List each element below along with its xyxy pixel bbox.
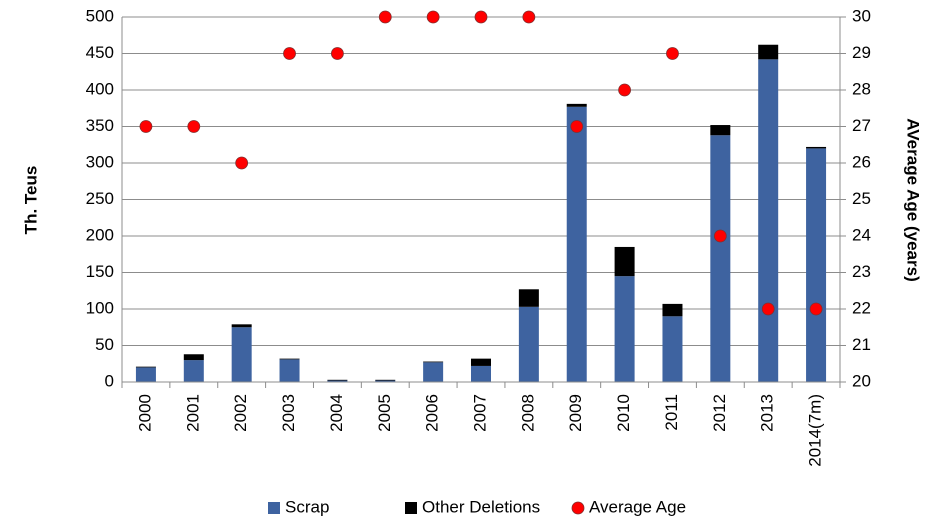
- bar: [183, 354, 204, 361]
- legend-label: Scrap: [285, 497, 329, 516]
- y-tick-label: 350: [86, 116, 114, 135]
- y-tick-label: 500: [86, 6, 114, 25]
- y2-axis-title: AVerage Age (years): [904, 118, 923, 281]
- age-dot: [139, 120, 153, 133]
- bar: [566, 103, 587, 107]
- age-dot: [809, 302, 823, 316]
- x-tick-label: 2010: [614, 394, 633, 432]
- age-dot: [666, 47, 679, 60]
- bar: [279, 359, 300, 382]
- bar: [566, 106, 587, 382]
- y-tick-label: 400: [86, 79, 114, 98]
- x-tick-label: 2013: [758, 394, 777, 432]
- bar: [135, 366, 156, 368]
- y-tick-label: 300: [86, 152, 114, 171]
- x-tick-label: 2011: [662, 394, 681, 431]
- x-tick-label: 2009: [566, 394, 585, 432]
- bar: [806, 146, 827, 149]
- x-tick-label: 2012: [710, 394, 729, 432]
- x-tick-label: 2007: [470, 394, 489, 432]
- bar: [614, 246, 635, 277]
- bar: [662, 316, 683, 382]
- bar: [423, 361, 444, 363]
- age-dot: [330, 47, 344, 60]
- x-tick-label: 2004: [327, 394, 346, 432]
- bar: [471, 365, 491, 382]
- y2-tick-label: 27: [852, 116, 871, 135]
- bar: [662, 303, 683, 317]
- age-dot: [474, 10, 488, 24]
- y2-tick-label: 26: [852, 152, 871, 171]
- y-tick-label: 100: [86, 298, 114, 317]
- y-tick-label: 50: [95, 335, 114, 354]
- y2-tick-label: 21: [852, 335, 871, 354]
- y-tick-label: 0: [105, 371, 114, 390]
- legend-label: Other Deletions: [422, 497, 540, 516]
- bar: [758, 59, 779, 383]
- x-tick-label: 2002: [231, 394, 250, 432]
- y-tick-label: 250: [86, 189, 114, 208]
- age-dot: [522, 10, 536, 24]
- age-dot: [761, 302, 775, 316]
- x-tick-label: 2006: [423, 394, 442, 432]
- bar: [375, 380, 396, 382]
- y2-tick-label: 29: [852, 43, 871, 62]
- y2-tick-label: 28: [852, 79, 871, 98]
- age-dot: [378, 10, 392, 24]
- age-dot: [235, 156, 249, 170]
- bar: [518, 306, 539, 382]
- age-dot: [426, 10, 440, 24]
- y-tick-label: 450: [86, 43, 114, 62]
- legend-marker: [268, 502, 280, 514]
- bar: [423, 362, 444, 382]
- bar: [710, 125, 731, 136]
- age-dot: [713, 229, 727, 243]
- x-tick-label: 2005: [375, 394, 394, 432]
- y2-tick-label: 20: [852, 371, 871, 390]
- legend-label: Average Age: [589, 497, 686, 516]
- bar: [231, 327, 252, 382]
- y2-tick-label: 23: [852, 262, 871, 281]
- bar: [231, 324, 252, 328]
- bar: [375, 379, 396, 381]
- bar: [806, 148, 827, 382]
- y-tick-label: 150: [86, 262, 114, 281]
- bar: [471, 358, 491, 366]
- bar: [758, 44, 779, 60]
- x-tick-label: 2001: [183, 394, 202, 432]
- bar: [327, 380, 348, 382]
- y2-tick-label: 30: [852, 6, 871, 25]
- bar: [135, 367, 156, 382]
- x-tick-label: 2000: [135, 394, 154, 432]
- y2-tick-label: 24: [852, 225, 871, 244]
- age-dot: [283, 47, 296, 60]
- bar: [327, 379, 348, 381]
- bar: [279, 358, 300, 360]
- x-tick-label: 2014(7m): [806, 394, 825, 467]
- y-axis-title: Th. Teus: [21, 166, 40, 235]
- y2-tick-label: 22: [852, 298, 871, 317]
- age-dot: [187, 120, 201, 133]
- bar: [518, 289, 539, 307]
- y-tick-label: 200: [86, 225, 114, 244]
- x-tick-label: 2003: [279, 394, 298, 432]
- legend-marker: [405, 502, 417, 514]
- y2-tick-label: 25: [852, 189, 871, 208]
- bar: [710, 135, 731, 382]
- legend-marker: [571, 501, 585, 515]
- x-tick-label: 2008: [518, 394, 537, 432]
- bar: [614, 276, 635, 382]
- age-dot: [570, 120, 584, 133]
- bar: [183, 360, 204, 382]
- age-dot: [618, 83, 631, 97]
